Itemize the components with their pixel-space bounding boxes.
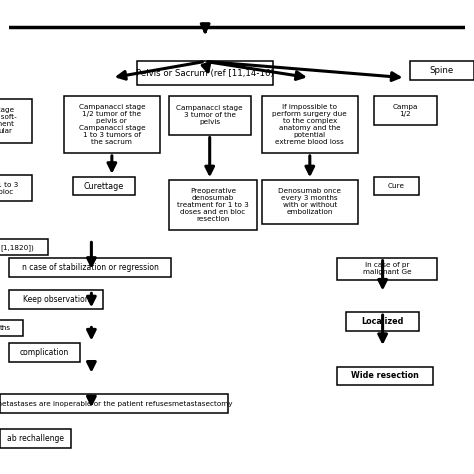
FancyBboxPatch shape xyxy=(0,99,32,143)
Text: n case of stabilization or regression: n case of stabilization or regression xyxy=(22,263,159,272)
Text: Campa
1/2: Campa 1/2 xyxy=(392,104,418,117)
Text: stage
e soft-
-nent
ular: stage e soft- -nent ular xyxy=(0,107,16,134)
Text: Denosumab once
every 3 months
with or without
embolization: Denosumab once every 3 months with or wi… xyxy=(278,188,341,215)
FancyBboxPatch shape xyxy=(0,320,23,336)
Text: Localized: Localized xyxy=(362,317,404,326)
Text: Campanacci stage
1/2 tumor of the
pelvis or
Campanacci stage
1 to 3 tumors of
th: Campanacci stage 1/2 tumor of the pelvis… xyxy=(79,104,145,145)
Text: r 1 to 3
 bloc: r 1 to 3 bloc xyxy=(0,182,18,194)
FancyBboxPatch shape xyxy=(0,175,32,201)
FancyBboxPatch shape xyxy=(0,239,48,255)
FancyBboxPatch shape xyxy=(169,180,257,229)
FancyBboxPatch shape xyxy=(73,177,135,195)
Text: In case of pr
malignant Ge: In case of pr malignant Ge xyxy=(363,263,411,275)
FancyBboxPatch shape xyxy=(0,394,228,413)
Text: ab rechallenge: ab rechallenge xyxy=(7,434,64,443)
Text: [1,1820]): [1,1820]) xyxy=(0,244,34,251)
Text: complication: complication xyxy=(20,348,69,357)
FancyBboxPatch shape xyxy=(262,96,357,153)
FancyBboxPatch shape xyxy=(169,96,251,135)
FancyBboxPatch shape xyxy=(0,429,71,448)
FancyBboxPatch shape xyxy=(9,291,103,309)
FancyBboxPatch shape xyxy=(9,343,80,362)
Text: Pelvis or Sacrum (ref [11,14-16): Pelvis or Sacrum (ref [11,14-16) xyxy=(136,69,274,78)
Text: ths: ths xyxy=(0,325,10,331)
Text: Spine: Spine xyxy=(429,66,454,75)
Text: Wide resection: Wide resection xyxy=(351,372,419,381)
FancyBboxPatch shape xyxy=(337,366,433,385)
FancyBboxPatch shape xyxy=(9,258,171,276)
Text: Keep observation: Keep observation xyxy=(23,295,90,304)
FancyBboxPatch shape xyxy=(346,312,419,331)
Text: If impossible to
perform surgery due
to the complex
anatomy and the
potential
ex: If impossible to perform surgery due to … xyxy=(273,104,347,145)
Text: Curettage: Curettage xyxy=(84,182,124,191)
Text: Cure: Cure xyxy=(388,183,405,189)
FancyBboxPatch shape xyxy=(137,62,273,85)
FancyBboxPatch shape xyxy=(262,180,357,224)
FancyBboxPatch shape xyxy=(374,177,419,195)
FancyBboxPatch shape xyxy=(410,62,474,80)
Text: metastases are inoperable or the patient refusesmetastasectomy: metastases are inoperable or the patient… xyxy=(0,401,233,407)
Text: Campanacci stage
3 tumor of the
pelvis: Campanacci stage 3 tumor of the pelvis xyxy=(176,105,243,125)
FancyBboxPatch shape xyxy=(337,258,437,280)
Text: Preoperative
denosumab
treatment for 1 to 3
doses and en bloc
resection: Preoperative denosumab treatment for 1 t… xyxy=(177,188,249,222)
FancyBboxPatch shape xyxy=(64,96,160,153)
FancyBboxPatch shape xyxy=(374,96,437,125)
